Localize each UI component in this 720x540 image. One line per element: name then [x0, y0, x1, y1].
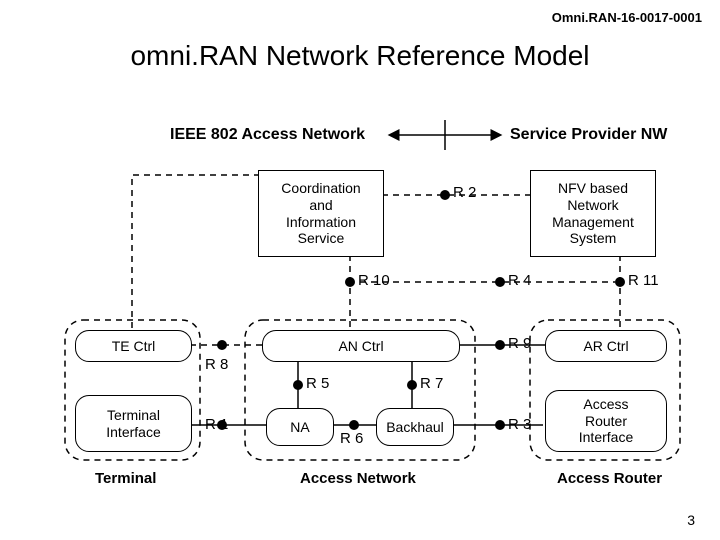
node-an-ctrl: AN Ctrl: [262, 330, 460, 362]
label-r11: R 11: [628, 272, 659, 289]
node-backhaul: Backhaul: [376, 408, 454, 446]
label-r7: R 7: [420, 375, 443, 392]
node-te-ctrl: TE Ctrl: [75, 330, 192, 362]
doc-id: Omni.RAN-16-0017-0001: [552, 10, 702, 25]
node-na: NA: [266, 408, 334, 446]
label-access-network: Access Network: [300, 470, 416, 487]
label-r10: R 10: [358, 272, 390, 289]
node-nfv: NFV based Network Management System: [530, 170, 656, 257]
node-coord: Coordination and Information Service: [258, 170, 384, 257]
header-right: Service Provider NW: [510, 126, 667, 144]
node-ar-ctrl: AR Ctrl: [545, 330, 667, 362]
node-ar-interface: Access Router Interface: [545, 390, 667, 452]
label-r2: R 2: [453, 184, 476, 201]
label-r9: R 9: [508, 335, 531, 352]
label-access-router: Access Router: [557, 470, 662, 487]
header-left: IEEE 802 Access Network: [170, 126, 365, 144]
label-r4: R 4: [508, 272, 531, 289]
label-r8: R 8: [205, 356, 228, 373]
page-title: omni.RAN Network Reference Model: [0, 40, 720, 72]
diagram-svg: [0, 0, 720, 540]
label-terminal: Terminal: [95, 470, 156, 487]
label-r1: R 1: [205, 416, 228, 433]
label-r6: R 6: [340, 430, 363, 447]
label-r5: R 5: [306, 375, 329, 392]
node-terminal-interface: Terminal Interface: [75, 395, 192, 452]
page-number: 3: [687, 512, 695, 528]
label-r3: R 3: [508, 416, 531, 433]
